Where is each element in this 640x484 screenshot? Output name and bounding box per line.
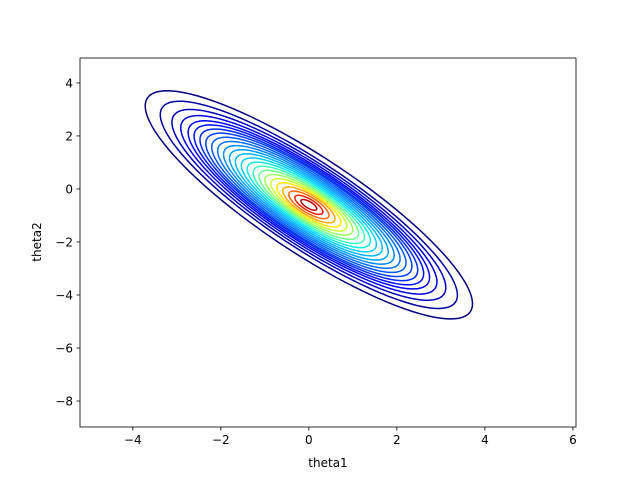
contour-line bbox=[199, 128, 419, 282]
contour-line bbox=[205, 132, 413, 278]
contour-line bbox=[234, 153, 384, 257]
contour-line bbox=[193, 124, 425, 286]
contour-line bbox=[144, 90, 474, 320]
x-tick-label: 6 bbox=[569, 433, 577, 447]
x-tick-label: −4 bbox=[124, 433, 142, 447]
y-axis-label: theta2 bbox=[30, 222, 44, 261]
contour-line bbox=[276, 182, 342, 228]
y-tick-label: −8 bbox=[55, 395, 73, 409]
contour-line bbox=[270, 177, 348, 232]
contour-line bbox=[216, 140, 401, 270]
contour-line bbox=[228, 148, 389, 261]
y-tick-label: −6 bbox=[55, 342, 73, 356]
contour-line bbox=[210, 136, 407, 274]
contour-line bbox=[159, 100, 459, 310]
plot-area bbox=[144, 90, 474, 320]
y-tick-label: 4 bbox=[65, 76, 73, 90]
contour-line bbox=[294, 194, 324, 216]
contour-line bbox=[240, 157, 378, 253]
x-tick-label: 4 bbox=[481, 433, 489, 447]
y-tick-label: 2 bbox=[65, 129, 73, 143]
x-axis-label: theta1 bbox=[308, 456, 347, 470]
y-tick-label: −2 bbox=[55, 235, 73, 249]
contour-line bbox=[171, 108, 447, 302]
x-tick-label: 2 bbox=[393, 433, 401, 447]
contour-line bbox=[287, 190, 330, 220]
contour-line bbox=[281, 186, 336, 224]
x-tick-label: −2 bbox=[212, 433, 230, 447]
axes-frame bbox=[79, 57, 577, 428]
contour-line bbox=[180, 114, 438, 295]
x-tick-label: 0 bbox=[305, 433, 313, 447]
y-tick-label: −4 bbox=[55, 288, 73, 302]
y-tick-label: 0 bbox=[65, 182, 73, 196]
contour-line bbox=[258, 169, 360, 241]
contour-line bbox=[246, 161, 372, 249]
contour-line bbox=[222, 144, 395, 265]
contour-line bbox=[264, 173, 354, 236]
contour-line bbox=[252, 165, 366, 245]
contour-line bbox=[187, 120, 431, 290]
contour-line bbox=[300, 198, 318, 211]
